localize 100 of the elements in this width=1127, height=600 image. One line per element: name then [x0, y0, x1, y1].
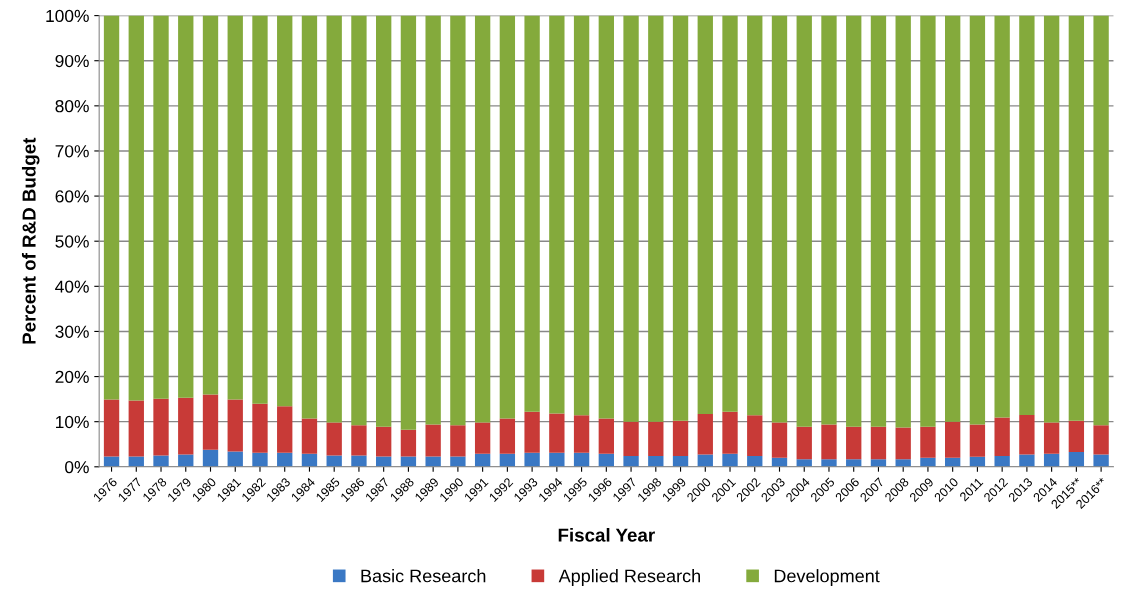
bar — [103, 15, 120, 400]
bar — [994, 417, 1010, 456]
bar — [227, 399, 243, 452]
bar — [1019, 414, 1035, 455]
bar — [301, 15, 318, 419]
bar — [499, 453, 516, 467]
y-axis-title: Percent of R&D Budget — [21, 137, 40, 344]
bar — [969, 15, 986, 425]
bar — [474, 422, 491, 454]
bar — [252, 452, 268, 467]
y-tick-label: 70% — [55, 145, 89, 158]
bar — [747, 415, 763, 456]
legend-label: Basic Research — [361, 569, 486, 583]
bar — [425, 15, 441, 425]
y-tick-label: 40% — [55, 280, 89, 293]
bar — [376, 15, 392, 427]
bar — [474, 453, 491, 467]
bar — [1043, 15, 1060, 423]
bar — [400, 456, 417, 467]
bar — [1068, 420, 1085, 452]
bar — [549, 452, 565, 467]
bar — [549, 413, 565, 453]
bar — [895, 15, 911, 428]
bar — [549, 15, 565, 414]
bar — [376, 456, 392, 467]
bar — [277, 406, 293, 453]
bar — [648, 15, 664, 422]
bar — [648, 421, 664, 456]
bar — [870, 15, 887, 427]
bar — [994, 455, 1010, 467]
y-tick-label: 80% — [55, 100, 89, 113]
bar — [524, 15, 540, 412]
bar — [128, 456, 144, 467]
bar — [994, 15, 1010, 418]
bar — [920, 457, 936, 467]
bar — [153, 398, 169, 456]
bar — [747, 455, 763, 467]
bar — [821, 459, 837, 467]
bar — [672, 420, 689, 456]
bar — [202, 15, 219, 395]
bar — [747, 15, 763, 416]
bar — [722, 411, 738, 454]
bar — [1043, 453, 1060, 467]
bar — [326, 15, 342, 423]
bar — [598, 15, 614, 419]
bar — [425, 456, 441, 467]
bar — [277, 15, 293, 407]
bar — [103, 399, 120, 457]
bar — [672, 455, 689, 467]
bar — [1093, 425, 1109, 455]
bar — [153, 455, 169, 467]
bar — [252, 403, 268, 453]
bar — [623, 15, 639, 422]
bar — [945, 15, 961, 422]
bar — [697, 414, 713, 455]
bar — [697, 15, 713, 415]
bar — [153, 15, 169, 399]
x-axis-title: Fiscal Year — [558, 527, 655, 542]
bar — [722, 15, 738, 412]
y-tick-label: 60% — [55, 190, 89, 203]
bar — [450, 425, 466, 457]
bar — [623, 421, 639, 456]
y-tick-label: 90% — [55, 54, 89, 68]
bar — [1093, 15, 1109, 426]
legend-label: Applied Research — [558, 569, 700, 586]
bar — [128, 400, 144, 457]
bar — [722, 453, 738, 467]
bar — [227, 451, 243, 467]
legend-label: Development — [774, 569, 880, 586]
bar — [301, 453, 318, 467]
bar — [846, 15, 862, 427]
bar — [202, 449, 219, 467]
bar — [920, 426, 936, 458]
bar — [821, 424, 837, 460]
bar — [573, 452, 590, 467]
bar — [846, 426, 862, 460]
bar — [573, 415, 590, 453]
bar — [103, 456, 120, 467]
y-tick-label: 100% — [46, 9, 89, 23]
bar — [920, 15, 936, 427]
bar — [598, 418, 614, 454]
bar — [326, 422, 342, 456]
bar — [1093, 454, 1109, 467]
y-tick-label: 50% — [55, 235, 89, 248]
bar — [821, 15, 837, 425]
bar — [945, 421, 961, 458]
bar — [573, 15, 590, 416]
bar — [351, 15, 367, 426]
bar — [623, 455, 639, 467]
bar — [178, 397, 194, 455]
bar — [499, 15, 516, 419]
bar — [1043, 422, 1060, 454]
bar — [870, 426, 887, 460]
bar — [648, 455, 664, 467]
bar — [895, 427, 911, 460]
bar — [1019, 454, 1035, 467]
bar — [277, 452, 293, 467]
bar — [400, 429, 417, 457]
bar — [450, 15, 466, 426]
bar — [128, 15, 144, 401]
